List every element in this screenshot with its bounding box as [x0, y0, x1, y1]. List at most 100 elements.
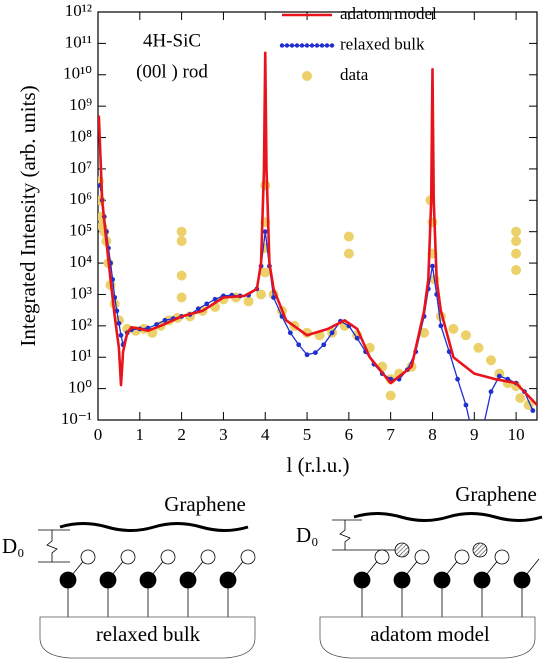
- series-marker: [195, 306, 201, 312]
- legend-swatch: [309, 43, 315, 48]
- data-point: [486, 355, 497, 366]
- legend-entry: adatom model: [282, 4, 437, 23]
- x-tick-label: 5: [303, 425, 312, 444]
- series-marker: [329, 330, 335, 336]
- x-tick-label: 7: [386, 425, 395, 444]
- series-marker: [212, 296, 218, 302]
- legend-swatch: [329, 43, 335, 48]
- y-tick-label: 10¹¹: [65, 32, 92, 51]
- series-marker: [455, 376, 460, 382]
- data-point: [515, 393, 526, 404]
- x-tick-label: 2: [177, 425, 186, 444]
- offset-label: D₀: [296, 523, 319, 547]
- series-line: [99, 185, 534, 420]
- data-point: [511, 248, 522, 259]
- legend-label: data: [340, 65, 369, 84]
- series-marker: [116, 320, 122, 326]
- series-marker: [488, 389, 494, 395]
- data-point: [511, 265, 522, 276]
- legend-swatch: [284, 43, 290, 48]
- series-marker: [321, 342, 327, 348]
- data-point: [494, 368, 505, 379]
- data-point: [419, 327, 430, 338]
- substrate: [319, 616, 536, 659]
- series-marker: [438, 323, 444, 329]
- graphene-sheet: [353, 512, 543, 522]
- diagram-relaxed-bulk: Graphene D₀ relaxed bulk: [2, 492, 256, 659]
- series-marker: [118, 332, 124, 338]
- series-marker: [430, 263, 435, 269]
- series-marker: [162, 317, 168, 323]
- y-tick-label: 10¹²: [65, 1, 92, 20]
- legend-label: adatom model: [340, 4, 437, 23]
- offset-bracket: [332, 519, 395, 551]
- legend-swatch: [299, 43, 305, 48]
- data-point: [176, 226, 187, 237]
- y-axis-label: Integrated Intensity (arb. units): [16, 85, 40, 346]
- y-tick-label: 10⁸: [69, 126, 92, 145]
- bonds: [361, 558, 540, 617]
- series-marker: [296, 342, 302, 348]
- diagram-adatom-model: Graphene D₀ adatom model: [296, 482, 543, 659]
- data-point: [511, 236, 522, 247]
- data-point: [256, 289, 267, 300]
- series-marker: [114, 308, 120, 314]
- graphene-label: Graphene: [455, 482, 537, 506]
- annotation: 4H-SiC: [143, 30, 201, 51]
- y-tick-label: 10²: [70, 315, 92, 334]
- x-tick-label: 4: [261, 425, 270, 444]
- series-marker: [287, 330, 293, 336]
- substrate-label: adatom model: [370, 622, 490, 646]
- x-tick-label: 10: [508, 425, 525, 444]
- data-point: [176, 292, 187, 303]
- series-marker: [480, 427, 485, 432]
- series-marker: [313, 350, 318, 356]
- series-marker: [262, 229, 268, 235]
- legend-swatch: [324, 43, 330, 48]
- y-tick-label: 10⁶: [69, 189, 92, 208]
- legend-swatch: [314, 43, 320, 48]
- data-point: [511, 226, 522, 237]
- series-marker: [354, 335, 360, 341]
- data-point: [176, 270, 187, 281]
- y-tick-label: 10⁴: [69, 252, 92, 271]
- graphene-label: Graphene: [164, 492, 246, 516]
- legend-swatch: [302, 71, 312, 81]
- legend-swatch: [304, 43, 310, 48]
- annotation: (00l ) rod: [136, 61, 208, 82]
- x-tick-label: 3: [219, 425, 228, 444]
- plot-area: [98, 51, 537, 432]
- atoms: [353, 542, 531, 589]
- data-point: [260, 267, 271, 278]
- offset-label: D₀: [2, 534, 25, 558]
- series-line: [98, 51, 537, 406]
- y-tick-label: 10¹⁰: [63, 64, 92, 83]
- data-point: [427, 217, 438, 228]
- series-marker: [271, 295, 276, 300]
- data-point: [448, 323, 459, 334]
- series-marker: [463, 402, 469, 408]
- substrate: [39, 616, 256, 659]
- y-tick-label: 10⁰: [68, 378, 92, 397]
- legend-swatch: [289, 43, 295, 48]
- legend-swatch: [279, 43, 285, 48]
- data-point: [460, 330, 471, 341]
- graphene-sheet: [59, 522, 249, 532]
- series-marker: [496, 373, 502, 379]
- data-point: [343, 231, 354, 242]
- bonds: [67, 558, 246, 617]
- series-marker: [530, 408, 536, 413]
- y-tick-label: 10⁻¹: [61, 409, 92, 428]
- substrate-label: relaxed bulk: [96, 622, 201, 646]
- y-tick-label: 10¹: [70, 346, 92, 365]
- legend-label: relaxed bulk: [340, 34, 425, 53]
- x-axis-label: l (r.l.u.): [287, 453, 350, 477]
- x-tick-label: 9: [470, 425, 479, 444]
- x-tick-label: 8: [428, 425, 437, 444]
- data-point: [343, 248, 354, 259]
- legend-entry: relaxed bulk: [279, 34, 425, 53]
- x-tick-label: 6: [345, 425, 354, 444]
- series-marker: [204, 301, 210, 307]
